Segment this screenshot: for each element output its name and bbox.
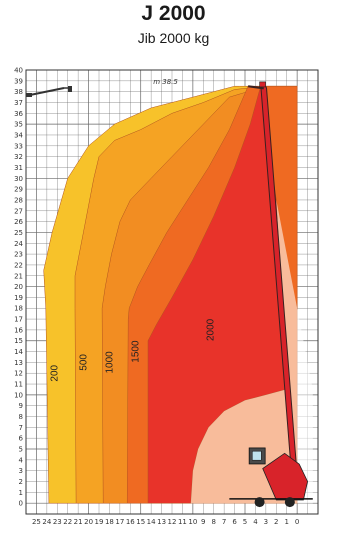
y-tick-label: 2 — [19, 478, 23, 486]
max-height-annotation: m 38.5 — [153, 78, 178, 86]
y-tick-label: 0 — [19, 500, 23, 508]
y-tick-label: 8 — [19, 413, 23, 421]
zone-labels: 200 500 1000 1500 2000 — [49, 318, 216, 381]
x-tick-label: 8 — [211, 518, 215, 526]
y-tick-label: 7 — [19, 424, 23, 432]
x-tick-label: 12 — [168, 518, 177, 526]
chart-title: J 2000 — [141, 2, 206, 25]
y-tick-label: 10 — [14, 391, 23, 399]
y-tick-label: 18 — [14, 305, 23, 313]
x-tick-label: 16 — [126, 518, 135, 526]
x-tick-label: 5 — [243, 518, 247, 526]
jib — [247, 85, 264, 90]
x-tick-label: 22 — [63, 518, 72, 526]
x-tick-label: 21 — [74, 518, 83, 526]
y-tick-label: 15 — [14, 337, 23, 345]
x-tick-label: 18 — [105, 518, 114, 526]
y-tick-label: 14 — [14, 348, 23, 356]
x-tick-label: 20 — [84, 518, 93, 526]
wheel-rear — [254, 497, 265, 508]
zone-label-500: 500 — [78, 354, 89, 371]
y-tick-label: 17 — [14, 316, 23, 324]
x-tick-label: 13 — [157, 518, 166, 526]
y-tick-label: 29 — [14, 186, 23, 194]
y-tick-label: 21 — [14, 272, 23, 280]
y-tick-label: 12 — [14, 370, 23, 378]
y-tick-label: 19 — [14, 294, 23, 302]
y-tick-label: 30 — [14, 175, 23, 183]
x-tick-label: 10 — [188, 518, 197, 526]
y-tick-label: 6 — [19, 435, 24, 443]
y-tick-label: 24 — [14, 240, 23, 248]
inset-hook — [68, 86, 72, 92]
x-tick-label: 24 — [42, 518, 51, 526]
x-tick-label: 0 — [295, 518, 299, 526]
y-tick-label: 22 — [14, 261, 23, 269]
y-tick-label: 3 — [19, 467, 23, 475]
y-tick-label: 11 — [14, 381, 23, 389]
x-tick-label: 23 — [53, 518, 62, 526]
y-tick-label: 31 — [14, 164, 23, 172]
cutout-region — [190, 200, 313, 504]
x-tick-label: 11 — [178, 518, 187, 526]
y-tick-label: 5 — [19, 446, 23, 454]
x-tick-label: 4 — [253, 518, 258, 526]
x-tick-label: 6 — [232, 518, 237, 526]
load-zones — [43, 85, 313, 504]
jib-inset-icon — [26, 86, 72, 97]
x-tick-label: 17 — [115, 518, 124, 526]
zone-label-1500: 1500 — [131, 340, 142, 363]
wheel-front — [284, 497, 295, 508]
x-tick-label: 19 — [95, 518, 104, 526]
x-tick-label: 9 — [201, 518, 205, 526]
y-tick-label: 40 — [14, 67, 23, 75]
y-tick-label: 13 — [14, 359, 23, 367]
y-tick-label: 38 — [14, 88, 23, 96]
y-tick-label: 27 — [14, 207, 23, 215]
y-tick-label: 32 — [14, 153, 23, 161]
chart-subtitle: Jib 2000 kg — [137, 30, 210, 46]
zone-label-2000: 2000 — [206, 318, 217, 341]
cab-window — [252, 450, 262, 461]
boom — [261, 86, 297, 473]
y-tick-label: 1 — [19, 489, 23, 497]
x-tick-label: 2 — [274, 518, 278, 526]
y-tick-label: 23 — [14, 251, 23, 259]
y-tick-label: 33 — [14, 142, 23, 150]
y-tick-label: 25 — [14, 229, 23, 237]
y-tick-label: 20 — [14, 283, 23, 291]
y-tick-label: 9 — [19, 402, 23, 410]
x-tick-label: 25 — [32, 518, 41, 526]
y-tick-label: 37 — [14, 99, 23, 107]
y-tick-label: 26 — [14, 218, 23, 226]
y-tick-label: 39 — [14, 77, 23, 85]
y-tick-label: 36 — [14, 110, 23, 118]
y-tick-label: 4 — [19, 456, 24, 464]
x-tick-label: 14 — [147, 518, 156, 526]
x-tick-label: 7 — [222, 518, 226, 526]
y-tick-label: 35 — [14, 121, 23, 129]
x-tick-label: 1 — [284, 518, 288, 526]
zone-label-200: 200 — [49, 364, 60, 381]
machine-body — [262, 452, 308, 501]
inset-base — [26, 93, 32, 97]
telehandler-machine — [229, 81, 313, 508]
x-tick-label: 15 — [136, 518, 145, 526]
x-tick-label: 3 — [264, 518, 268, 526]
y-tick-label: 16 — [14, 326, 23, 334]
y-tick-label: 28 — [14, 196, 23, 204]
jib-head — [259, 81, 266, 88]
inset-boom — [29, 87, 65, 96]
axes: 0123456789101112131415161718192021222324… — [14, 67, 319, 526]
zone-label-1000: 1000 — [105, 351, 116, 374]
plot-border — [25, 69, 319, 515]
y-tick-label: 34 — [14, 131, 23, 139]
